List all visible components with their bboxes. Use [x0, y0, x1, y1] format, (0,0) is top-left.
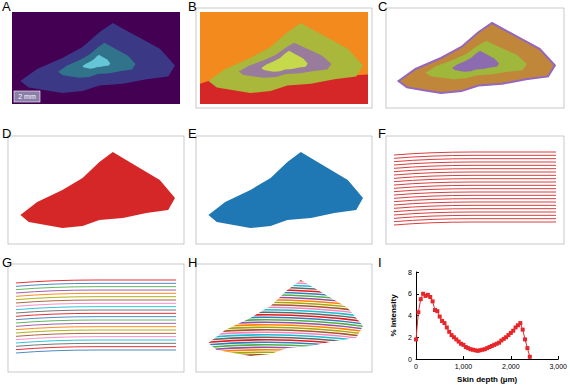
- svg-text:0: 0: [414, 363, 418, 370]
- html-text:E: E: [188, 126, 197, 141]
- html-text:A: A: [2, 0, 11, 14]
- svg-text:1,000: 1,000: [455, 363, 473, 370]
- svg-text:4: 4: [408, 312, 412, 319]
- html-text:F: F: [378, 126, 386, 141]
- svg-text:2: 2: [408, 334, 412, 341]
- svg-text:2 mm: 2 mm: [18, 93, 36, 100]
- svg-text:3,000: 3,000: [549, 363, 567, 370]
- html-text:I: I: [378, 255, 382, 270]
- svg-text:Skin depth (µm): Skin depth (µm): [457, 375, 518, 384]
- svg-text:6: 6: [408, 290, 412, 297]
- svg-text:8: 8: [408, 269, 412, 276]
- html-text:C: C: [378, 0, 388, 14]
- svg-text:% Intensity: % Intensity: [389, 294, 398, 337]
- html-text:H: H: [188, 255, 198, 270]
- html-text:D: D: [2, 126, 12, 141]
- svg-text:2,000: 2,000: [502, 363, 520, 370]
- html-text:B: B: [188, 0, 197, 14]
- svg-text:0: 0: [408, 356, 412, 363]
- html-text:G: G: [2, 255, 13, 270]
